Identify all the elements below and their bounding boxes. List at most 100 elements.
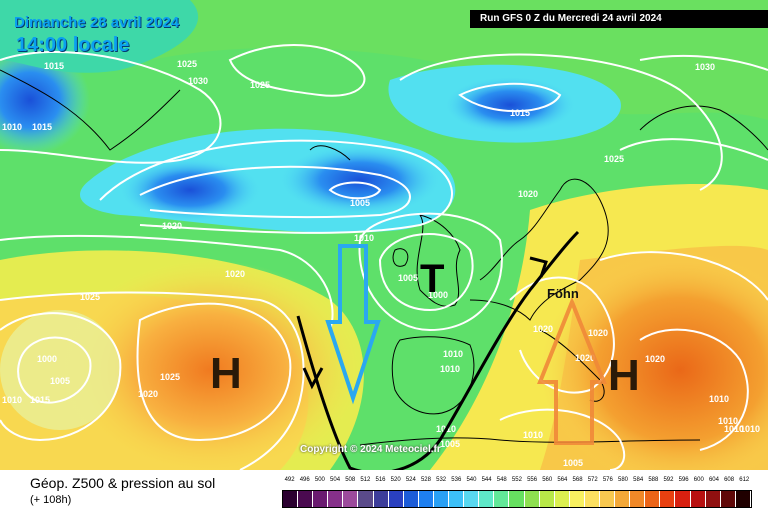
coastline-scandinavia bbox=[639, 105, 768, 151]
cold-air-arrow bbox=[325, 244, 381, 405]
legend-swatch bbox=[524, 491, 540, 507]
legend-tick-label: 536 bbox=[451, 477, 462, 483]
legend-tick-label: 556 bbox=[527, 477, 538, 483]
legend-swatch bbox=[418, 491, 434, 507]
isobar-label: 1015 bbox=[30, 395, 50, 405]
isobar-label: 1010 bbox=[440, 364, 460, 374]
legend-tick-label: 532 bbox=[436, 477, 447, 483]
isobar-1020-france bbox=[509, 276, 615, 394]
isobar-label: 1010 bbox=[740, 424, 760, 434]
isobar-1010-trough bbox=[99, 139, 453, 234]
legend-tick-label: 548 bbox=[496, 477, 507, 483]
isobar-label: 1020 bbox=[162, 221, 182, 231]
legend-swatch bbox=[720, 491, 736, 507]
isobar-1025-high bbox=[136, 302, 292, 442]
legend-tick-label: 512 bbox=[360, 477, 371, 483]
isobar-label: 1015 bbox=[44, 61, 64, 71]
legend-swatch bbox=[449, 491, 465, 507]
legend-swatch bbox=[343, 491, 359, 507]
isobar-label: 1005 bbox=[440, 439, 460, 449]
legend-tick-label: 564 bbox=[557, 477, 568, 483]
legend-swatch bbox=[373, 491, 389, 507]
coastline-ireland bbox=[392, 248, 409, 267]
isobar-label: 1010 bbox=[2, 122, 22, 132]
isobar-label: 1015 bbox=[510, 108, 530, 118]
legend-tick-label: 492 bbox=[284, 477, 295, 483]
legend-swatch bbox=[388, 491, 404, 507]
isobar-1015-east bbox=[599, 251, 768, 301]
isobar-label: 1010 bbox=[724, 424, 744, 434]
legend-swatch bbox=[298, 491, 314, 507]
coastline-north-africa bbox=[359, 437, 701, 446]
isobar-label: 1005 bbox=[563, 458, 583, 468]
warm-air-arrow bbox=[537, 296, 607, 445]
legend-tick-label: 516 bbox=[375, 477, 386, 483]
high-pressure-atlantic-area bbox=[60, 260, 360, 470]
isobar-label: 1010 bbox=[354, 233, 374, 243]
isobar-label: 1030 bbox=[695, 62, 715, 72]
isobar-1020-atlantic bbox=[0, 234, 334, 331]
legend-tick-label: 568 bbox=[572, 477, 583, 483]
legend-swatch bbox=[494, 491, 510, 507]
coastline-iceland bbox=[309, 145, 351, 161]
jet-arrowhead-north bbox=[529, 256, 548, 278]
legend-tick-label: 528 bbox=[420, 477, 431, 483]
legend-swatch bbox=[735, 491, 751, 507]
legend-tick-label: 544 bbox=[481, 477, 492, 483]
low-pressure-core-center bbox=[280, 145, 440, 215]
isobar-label: 1025 bbox=[160, 372, 180, 382]
legend-tick-label: 540 bbox=[466, 477, 477, 483]
coastline-iberia bbox=[391, 336, 475, 415]
low-pressure-letter: T bbox=[420, 257, 444, 301]
isobar-1025-scandinavia bbox=[619, 138, 768, 161]
legend-tick-label: 604 bbox=[708, 477, 719, 483]
legend-tick-label: 576 bbox=[602, 477, 613, 483]
legend-swatch bbox=[599, 491, 616, 507]
legend-swatch bbox=[358, 491, 374, 507]
isobar-label: 1025 bbox=[80, 292, 100, 302]
legend-tick-label: 588 bbox=[648, 477, 659, 483]
isobar-label: 1005 bbox=[350, 198, 370, 208]
isobar-label: 1025 bbox=[604, 154, 624, 164]
isobar-label: 1010 bbox=[709, 394, 729, 404]
isobar-1010-east bbox=[639, 328, 749, 451]
isobar-label: 1000 bbox=[428, 290, 448, 300]
foehn-label: Föhn bbox=[547, 286, 579, 301]
legend-ticks: 492 496 500 504 508 512 516 520 524 528 532 536 540 5… bbox=[282, 477, 752, 488]
isobar-label: 1030 bbox=[188, 76, 208, 86]
legend-tick-label: 612 bbox=[739, 477, 750, 483]
isobar-1005-low-t bbox=[378, 233, 474, 312]
legend-swatches bbox=[282, 490, 752, 508]
isobar-label: 1025 bbox=[250, 80, 270, 90]
legend-tick-label: 520 bbox=[390, 477, 401, 483]
isobar-1005-center bbox=[328, 181, 382, 200]
model-run-banner: Run GFS 0 Z du Mercredi 24 avril 2024 bbox=[470, 10, 768, 28]
legend-tick-label: 508 bbox=[345, 477, 356, 483]
legend-swatch bbox=[403, 491, 419, 507]
isobar-1005-trough bbox=[139, 165, 411, 219]
legend-swatch bbox=[509, 491, 525, 507]
isobar-label: 1010 bbox=[2, 395, 22, 405]
jet-stream-path bbox=[296, 230, 580, 470]
isobar-label: 1020 bbox=[645, 354, 665, 364]
high-pressure-balkans-area bbox=[540, 250, 768, 470]
legend-swatch bbox=[283, 491, 299, 507]
low-pressure-core-north bbox=[445, 77, 575, 133]
high-pressure-west-core bbox=[0, 310, 120, 430]
isobar-label: 1015 bbox=[32, 122, 52, 132]
legend-swatch bbox=[554, 491, 570, 507]
legend-swatch bbox=[584, 491, 600, 507]
legend-tick-label: 608 bbox=[724, 477, 735, 483]
legend-swatch bbox=[539, 491, 555, 507]
isobar-label: 1005 bbox=[50, 376, 70, 386]
legend-swatch bbox=[479, 491, 495, 507]
legend-tick-label: 560 bbox=[542, 477, 553, 483]
isobar-1030-northeast bbox=[639, 54, 768, 71]
isobar-1020-north bbox=[399, 53, 723, 191]
legend-tick-label: 596 bbox=[678, 477, 689, 483]
high-pressure-letter-atlantic: H bbox=[210, 349, 242, 398]
isobar-label: 1020 bbox=[588, 328, 608, 338]
legend-tick-label: 584 bbox=[633, 477, 644, 483]
legend-swatch bbox=[313, 491, 329, 507]
